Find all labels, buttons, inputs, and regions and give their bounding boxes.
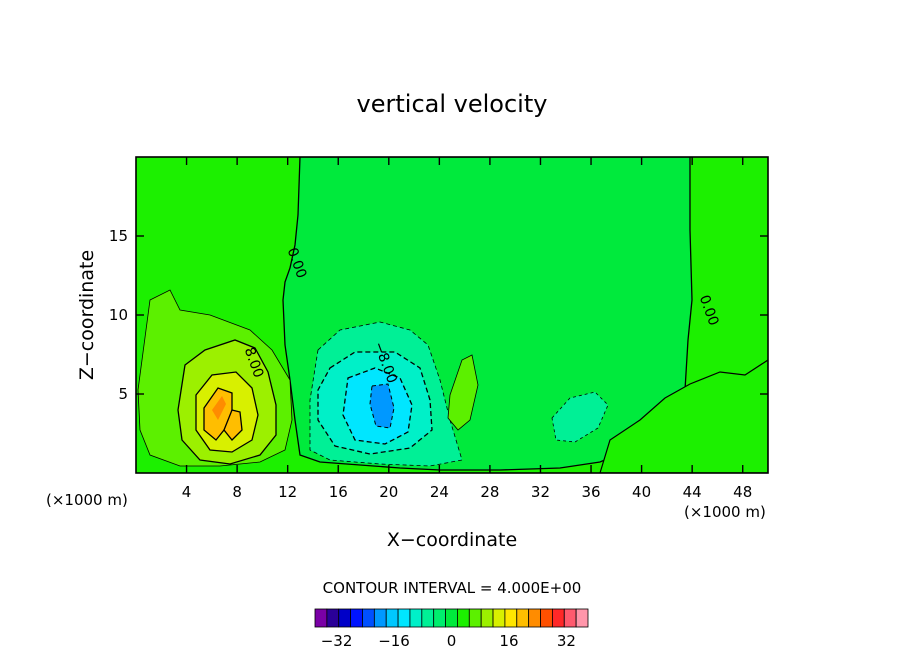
x-tick-label: 20 [379,483,398,501]
updraft-20 [212,396,226,420]
x-tick-label: 24 [430,483,449,501]
colorbar-swatch [409,608,423,628]
colorbar-swatch [362,608,375,628]
y-tick-label: 10 [109,306,128,324]
colorbar-tick-label: −32 [321,632,353,650]
colorbar-swatch [480,608,494,628]
colorbar-swatch [350,608,363,628]
colorbar-tick-label: −16 [378,632,410,650]
contour-interval-text: CONTOUR INTERVAL = 4.000E+00 [323,579,582,597]
colorbar-swatch [528,608,541,628]
x-tick-label: 12 [278,483,297,501]
colorbar-swatch [540,608,553,628]
colorbar-swatch [468,608,482,628]
x-tick-label: 32 [531,483,550,501]
x-units-left: (×1000 m) [46,491,128,509]
colorbar-swatch [326,608,340,628]
x-tick-label: 48 [733,483,752,501]
downdraft-16 [369,383,395,429]
x-tick-label: 44 [683,483,702,501]
colorbar-swatch [563,608,577,628]
colorbar-tick-label: 32 [557,632,576,650]
x-tick-label: 36 [581,483,600,501]
cell-right-low [599,359,768,473]
colorbar-swatch [373,608,387,628]
colorbar-swatch [516,608,530,628]
colorbar-swatch [397,608,411,628]
colorbar-swatch [314,608,328,628]
y-tick-label: 5 [118,385,128,403]
colorbar-swatch [457,608,470,628]
colorbar-swatch [575,608,589,628]
colorbar-swatch [445,608,458,628]
y-tick-label: 15 [109,227,128,245]
colorbar-tick-label: 0 [447,632,457,650]
cell-34 [551,391,609,443]
colorbar-swatch [492,608,506,628]
colorbar-swatch [385,608,399,628]
x-tick-label: 40 [632,483,651,501]
x-tick-label: 4 [182,483,192,501]
x-tick-label: 8 [232,483,242,501]
y-axis-label: Z−coordinate [76,250,98,380]
colorbar-swatch [433,608,446,628]
chart-title: vertical velocity [357,90,548,118]
colorbar-swatch [421,608,435,628]
x-units-right: (×1000 m) [684,503,766,521]
x-tick-label: 28 [480,483,499,501]
x-axis: 4 8 12 16 20 24 28 32 36 40 44 48 [182,157,752,501]
cell-26 [447,354,479,431]
x-axis-label: X−coordinate [387,529,517,551]
colorbar-tick-labels: −32 −16 0 16 32 [321,632,576,650]
updraft-16b [223,409,243,441]
colorbar-tick-label: 16 [499,632,518,650]
colorbar-swatch [551,608,565,628]
x-tick-label: 16 [329,483,348,501]
colorbar [314,608,589,628]
contour-fields [137,157,768,473]
colorbar-swatch [338,608,352,628]
y-axis: 5 10 15 [109,227,768,403]
colorbar-swatch [504,608,518,628]
